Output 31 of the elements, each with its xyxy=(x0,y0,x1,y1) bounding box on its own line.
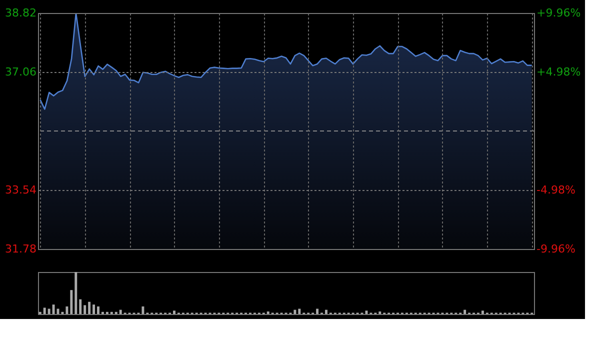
bar xyxy=(464,310,466,314)
bar xyxy=(294,310,296,314)
bar xyxy=(70,290,73,314)
bar xyxy=(48,308,50,314)
y-tick-label: 37.06 xyxy=(5,66,36,78)
bar xyxy=(316,308,319,314)
y2-tick-label: +4.98% xyxy=(536,66,581,78)
bar xyxy=(173,310,176,314)
bar xyxy=(43,308,46,314)
y2-tick-label: +9.96% xyxy=(536,6,581,20)
y-tick-label: 38.82 xyxy=(5,6,36,20)
bar xyxy=(365,310,368,314)
bar xyxy=(84,305,86,314)
y-tick-label: 33.54 xyxy=(5,184,36,196)
bar xyxy=(66,306,68,314)
bar xyxy=(79,299,82,314)
bar xyxy=(52,304,55,314)
bar xyxy=(298,308,301,314)
bar xyxy=(97,306,100,314)
bar xyxy=(325,310,328,314)
bar xyxy=(119,310,122,314)
bar xyxy=(378,311,382,314)
y2-tick-label: -9.96% xyxy=(536,242,576,256)
bar xyxy=(481,310,484,314)
bar xyxy=(142,306,144,314)
bar xyxy=(92,304,95,314)
bar xyxy=(74,272,78,314)
bar xyxy=(266,311,270,314)
y2-tick-label: -4.98% xyxy=(536,184,576,196)
bar xyxy=(88,302,91,314)
y-tick-label: 31.78 xyxy=(5,242,36,256)
